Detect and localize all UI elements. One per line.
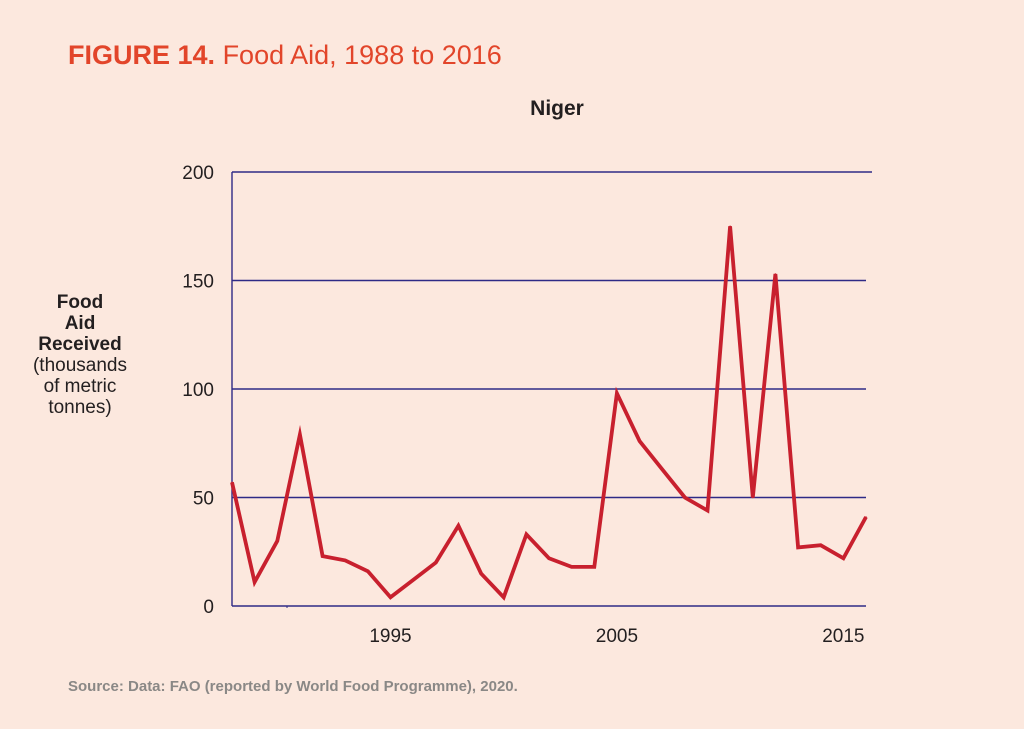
gridlines xyxy=(232,171,872,499)
y-axis-label: Food Aid Received (thousands of metric t… xyxy=(10,292,150,418)
y-tick-label: 0 xyxy=(203,597,214,618)
x-tick-label: 2005 xyxy=(596,626,638,647)
data-point xyxy=(434,561,437,564)
data-point xyxy=(457,524,460,527)
data-point xyxy=(797,546,799,549)
y-tick-label: 150 xyxy=(182,272,214,293)
data-point xyxy=(389,596,392,599)
x-tick-labels: 1995 2005 2015 xyxy=(369,626,864,647)
data-point xyxy=(865,516,867,518)
x-tick-label: 1995 xyxy=(369,626,411,647)
source-note: Source: Data: FAO (reported by World Foo… xyxy=(68,678,518,695)
data-point xyxy=(706,509,709,512)
y-axis-label-line: (thousands xyxy=(32,355,127,376)
y-axis-label-line: of metric xyxy=(43,376,117,397)
data-point xyxy=(367,570,369,573)
chart-title: Niger xyxy=(530,97,584,120)
series-line xyxy=(230,226,868,601)
y-axis-label-line: Food xyxy=(56,292,104,313)
series xyxy=(230,225,868,601)
data-point xyxy=(729,225,731,228)
x-tick-label: 2015 xyxy=(822,626,864,647)
y-axis-label-line: Aid xyxy=(64,313,96,334)
data-point xyxy=(774,273,777,275)
y-tick-label: 100 xyxy=(182,380,214,401)
data-point xyxy=(842,557,845,560)
data-point xyxy=(616,392,618,395)
axes xyxy=(231,172,866,608)
y-tick-labels: 0 50 100 150 200 xyxy=(182,163,214,618)
data-point xyxy=(253,581,256,583)
data-point xyxy=(502,596,505,599)
data-point xyxy=(344,559,347,562)
data-point xyxy=(593,566,596,568)
data-point xyxy=(412,579,414,581)
data-point xyxy=(525,533,528,536)
data-point xyxy=(661,468,664,471)
figure-title-text: Food Aid, 1988 to 2016 xyxy=(222,40,502,70)
data-point xyxy=(548,557,550,560)
data-point xyxy=(299,433,301,436)
y-axis-label-line: tonnes) xyxy=(48,397,112,418)
data-point xyxy=(321,555,324,557)
figure-title: FIGURE 14. Food Aid, 1988 to 2016 xyxy=(68,40,502,71)
data-point xyxy=(570,566,573,568)
data-point xyxy=(276,540,279,542)
data-point xyxy=(751,496,754,499)
data-point xyxy=(819,544,822,547)
data-point xyxy=(684,496,686,499)
data-point xyxy=(231,481,233,484)
figure-label: FIGURE 14. xyxy=(68,40,216,70)
y-tick-label: 50 xyxy=(193,489,214,510)
y-tick-label: 200 xyxy=(182,163,214,184)
y-axis-label-line: Received xyxy=(38,334,122,355)
data-point xyxy=(638,440,641,442)
data-point xyxy=(480,572,482,575)
